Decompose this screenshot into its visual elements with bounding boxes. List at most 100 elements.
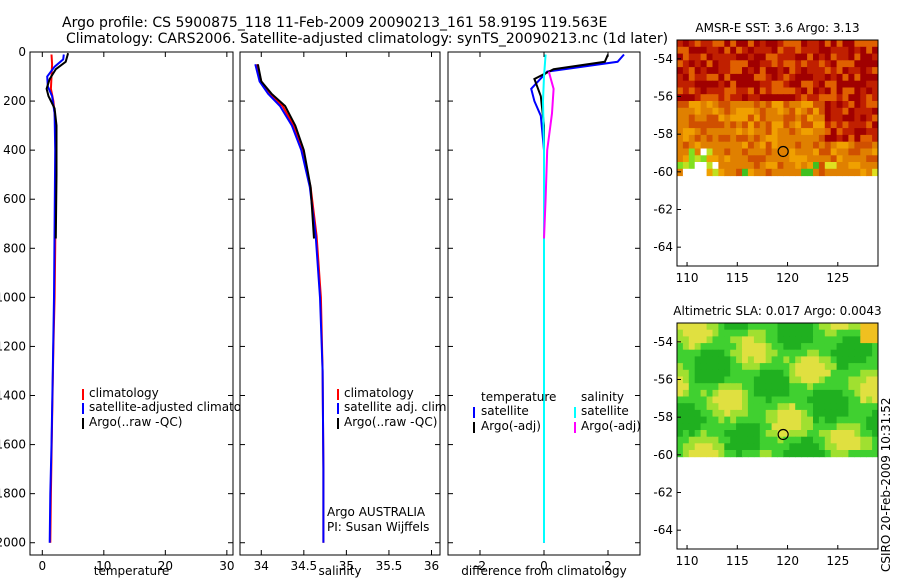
sla_map-heat-cell xyxy=(795,383,802,391)
sst_map-heat-cell xyxy=(759,60,767,68)
sla_map-heat-cell xyxy=(730,383,737,391)
sst_map-heat-cell xyxy=(795,134,802,143)
pi-annotation: PI: Susan Wijffels xyxy=(327,520,429,534)
sla_map-heat-cell xyxy=(688,416,696,424)
sla_map-heat-cell xyxy=(842,349,849,357)
sst_map-heat-cell xyxy=(836,121,843,129)
sst_map-heat-cell xyxy=(777,87,784,95)
sst_map-heat-cell xyxy=(818,148,826,156)
salinity-xtick-label: 35.5 xyxy=(376,559,403,573)
sst_map-heat-cell xyxy=(771,60,778,68)
sst_map-heat-cell xyxy=(724,114,731,122)
sla_map-heat-cell xyxy=(759,363,767,371)
sst_map-heat-cell xyxy=(795,80,802,88)
sst_map-heat-cell xyxy=(807,40,814,48)
sla_map-heat-cell xyxy=(789,383,796,391)
sst_map-heat-cell xyxy=(706,87,713,95)
sla_map-heat-cell xyxy=(836,343,843,351)
sst_map-heat-cell xyxy=(872,94,879,102)
sst_map-heat-cell xyxy=(795,128,802,136)
sst_map-heat-cell xyxy=(813,128,820,136)
sst_map-heat-cell xyxy=(836,114,843,122)
sst_map-heat-cell xyxy=(712,40,719,48)
sst_map-heat-cell xyxy=(836,87,843,95)
sst_map-heat-cell xyxy=(712,60,719,68)
sst_map-heat-cell xyxy=(848,134,855,143)
sst_map-heat-cell xyxy=(747,107,755,116)
sst_map-heat-cell xyxy=(777,134,784,143)
sla_map-heat-cell xyxy=(824,336,832,344)
sst_map-heat-cell xyxy=(813,168,820,177)
sla_map-heat-cell xyxy=(783,329,790,337)
sst_map-heat-cell xyxy=(753,141,761,149)
sst_map-heat-cell xyxy=(854,148,861,156)
sst_map-heat-cell xyxy=(807,101,814,109)
sla_map-heat-cell xyxy=(718,403,725,411)
sst_map-heat-cell xyxy=(742,148,749,156)
salinity-legend-label: satellite adj. clim. xyxy=(344,400,450,414)
sst_map-heat-cell xyxy=(830,134,838,143)
sla_map-heat-cell xyxy=(688,363,696,371)
sst_map-heat-cell xyxy=(824,80,832,88)
sla_map-heat-cell xyxy=(848,323,855,331)
sla_map-heat-cell xyxy=(848,416,855,424)
sst_map-heat-cell xyxy=(712,87,719,95)
sst_map-heat-cell xyxy=(860,168,867,177)
sla_map-heat-cell xyxy=(860,416,867,424)
sla_map-heat-cell xyxy=(759,423,767,431)
depth-tick-label: 2000 xyxy=(0,536,26,550)
sst_map-heat-cell xyxy=(866,67,873,75)
sla_map-heat-cell xyxy=(753,336,761,344)
sst_map-heat-cell xyxy=(818,73,826,82)
sla_map-heat-cell xyxy=(771,430,778,438)
sst_map-heat-cell xyxy=(813,107,820,116)
sla_map-heat-cell xyxy=(801,443,808,451)
sst_map-heat-cell xyxy=(706,40,713,48)
sla_map-heat-cell xyxy=(688,369,696,377)
sst_map-heat-cell xyxy=(712,134,719,143)
sla_map-heat-cell xyxy=(730,443,737,451)
sst_map-heat-cell xyxy=(795,141,802,149)
sst_map-heat-cell xyxy=(842,162,849,170)
sla_map-heat-cell xyxy=(677,409,684,418)
sla_map-heat-cell xyxy=(718,416,725,424)
sst_map-heat-cell xyxy=(765,141,773,149)
sst_map-heat-cell xyxy=(866,40,873,48)
sla_map-heat-cell xyxy=(818,416,826,424)
sst_map-heat-cell xyxy=(854,40,861,48)
sst_map-heat-cell xyxy=(753,73,761,82)
sla_map-heat-cell xyxy=(842,343,849,351)
sst_map-heat-cell xyxy=(795,60,802,68)
sla_map-heat-cell xyxy=(777,396,784,404)
sst_map-heat-cell xyxy=(700,162,707,170)
temperature-series-2 xyxy=(45,52,70,239)
sst_map-heat-cell xyxy=(866,141,873,149)
sla_map-heat-cell xyxy=(783,363,790,371)
sla_map-heat-cell xyxy=(712,443,719,451)
sst_map-heat-cell xyxy=(677,94,684,102)
sla_map-heat-cell xyxy=(783,450,790,458)
sst_map-heat-cell xyxy=(765,155,773,163)
sla_map-heat-cell xyxy=(777,403,784,411)
sst_map-heat-cell xyxy=(677,107,684,116)
sla_map-heat-cell xyxy=(813,383,820,391)
sst_map-ytick-label: -58 xyxy=(653,127,673,141)
difference-legend-sal-label: satellite xyxy=(581,404,629,418)
sst_map-heat-cell xyxy=(818,141,826,149)
sla_map-heat-cell xyxy=(753,363,761,371)
sla_map-heat-cell xyxy=(753,383,761,391)
sla_map-heat-cell xyxy=(830,323,838,331)
sst_map-heat-cell xyxy=(813,134,820,143)
sla_map-heat-cell xyxy=(742,336,749,344)
sla_map-heat-cell xyxy=(730,349,737,357)
sla_map-heat-cell xyxy=(848,430,855,438)
sla_map-heat-cell xyxy=(712,430,719,438)
sst_map-heat-cell xyxy=(712,148,719,156)
sla_map-heat-cell xyxy=(724,343,731,351)
sla_map-heat-cell xyxy=(777,363,784,371)
sst_map-heat-cell xyxy=(688,134,696,143)
sla_map-heat-cell xyxy=(842,383,849,391)
sla_map-heat-cell xyxy=(718,349,725,357)
sst_map-heat-cell xyxy=(694,46,702,55)
sla_map-heat-cell xyxy=(789,416,796,424)
